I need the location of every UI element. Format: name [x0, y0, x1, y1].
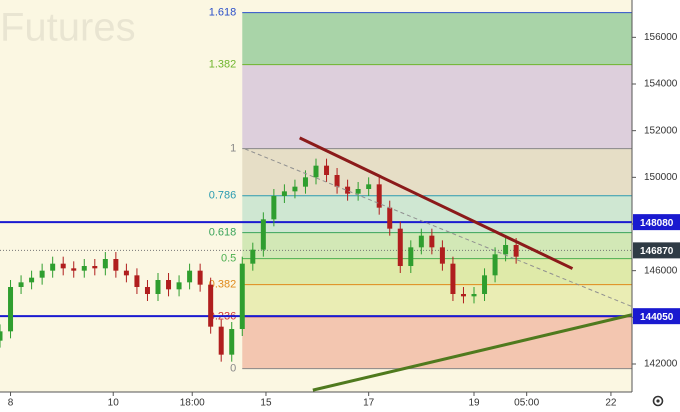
x-tick-label: 22: [605, 398, 617, 409]
candle-body: [271, 196, 277, 220]
fib-level-label: 0.786: [209, 190, 237, 202]
candle-body: [176, 282, 182, 290]
gear[interactable]: [652, 395, 664, 407]
fib-band: [242, 232, 632, 259]
fib-level-label: 0.618: [209, 227, 237, 239]
y-tick-label: 156000: [644, 32, 678, 43]
time-axis: [0, 392, 632, 412]
candle-body: [302, 177, 308, 187]
candle-body: [197, 270, 203, 285]
candle-body: [397, 228, 403, 266]
candle-body: [292, 186, 298, 192]
fib-level-label: 0: [230, 363, 236, 375]
candle-body: [513, 245, 519, 257]
price-tag-label: 146870: [640, 246, 674, 257]
candle-body: [113, 259, 119, 271]
candle-body: [144, 287, 150, 294]
fib-level-label: 0.382: [209, 279, 237, 291]
candle-body: [408, 247, 414, 266]
candle-body: [439, 247, 445, 264]
candle-body: [208, 284, 214, 327]
candle-body: [8, 287, 14, 332]
candle-body: [0, 331, 3, 341]
fib-band: [242, 284, 632, 317]
candle-body: [281, 191, 287, 196]
candle-body: [155, 280, 161, 294]
fib-band: [242, 195, 632, 233]
candle-body: [471, 294, 477, 297]
candle-body: [60, 263, 66, 269]
x-tick-label: 10: [108, 398, 120, 409]
candle-body: [387, 207, 393, 229]
candle-body: [503, 245, 509, 255]
x-tick-label: 8: [8, 398, 14, 409]
candle-body: [102, 259, 108, 269]
candle-body: [239, 263, 245, 329]
candle-body: [166, 280, 172, 290]
candle-body: [324, 165, 330, 175]
candle-body: [366, 184, 372, 189]
y-tick-label: 154000: [644, 79, 678, 90]
trend-line: [312, 313, 633, 392]
x-tick-label: 15: [260, 398, 272, 409]
candle-body: [492, 254, 498, 276]
x-tick-label: 05:00: [514, 398, 539, 409]
price-tag-label: 148080: [640, 218, 674, 229]
y-tick-label: 150000: [644, 172, 678, 183]
candle-body: [429, 235, 435, 248]
gear-center[interactable]: [656, 399, 660, 403]
price-tag: [633, 308, 680, 325]
candle-body: [50, 263, 56, 271]
candle-body: [450, 263, 456, 294]
candle-body: [334, 175, 340, 187]
candle-body: [187, 270, 193, 283]
candle-body: [18, 282, 24, 287]
y-tick-label: 142000: [644, 359, 678, 370]
fib-band: [242, 148, 632, 196]
price-tag: [633, 214, 680, 231]
price-tag-label: 144050: [640, 312, 674, 323]
candle-body: [376, 184, 382, 208]
x-tick-label: 18:00: [180, 398, 205, 409]
candle-body: [123, 270, 129, 276]
watermark-title: Futures: [0, 6, 136, 50]
fib-level-label: 1.382: [209, 58, 237, 70]
candle-body: [460, 294, 466, 297]
candle-body: [418, 235, 424, 248]
candle-body: [71, 268, 77, 271]
candle-body: [482, 275, 488, 294]
fib-level-label: 1: [230, 143, 236, 155]
fib-band: [242, 64, 632, 149]
y-tick-label: 146000: [644, 265, 678, 276]
candle-body: [134, 275, 140, 287]
price-axis: [632, 0, 680, 412]
candle-body: [345, 186, 351, 194]
plot-layer: Futures00.2360.3820.50.6180.78611.3821.6…: [0, 6, 633, 392]
x-tick-label: 17: [363, 398, 375, 409]
candle-body: [250, 249, 256, 264]
trend-line: [299, 136, 574, 270]
candle-body: [29, 277, 35, 283]
y-tick-label: 152000: [644, 125, 678, 136]
candle-body: [260, 219, 266, 250]
candle-body: [92, 266, 98, 269]
fib-level-label: 1.618: [209, 7, 237, 19]
settings-icon[interactable]: [652, 395, 664, 407]
fib-level-label: 0.5: [221, 253, 236, 265]
price-tag: [633, 242, 680, 259]
fib-band: [242, 258, 632, 285]
candle-body: [81, 266, 87, 271]
fib-band: [242, 12, 632, 65]
x-tick-label: 19: [468, 398, 480, 409]
candle-body: [218, 326, 224, 355]
candle-body: [355, 189, 361, 194]
candle-body: [229, 329, 235, 355]
candle-body: [313, 165, 319, 178]
candle-body: [39, 270, 45, 278]
